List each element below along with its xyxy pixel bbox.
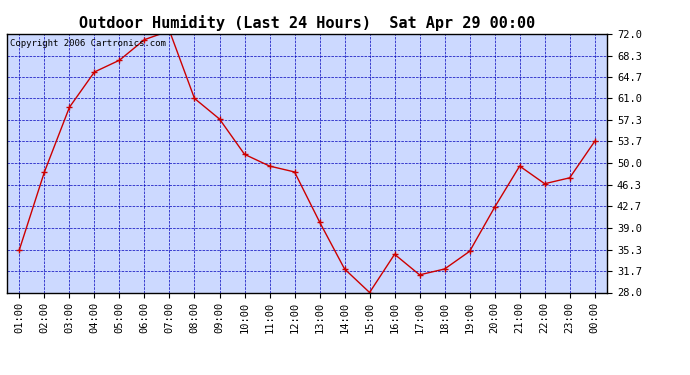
Text: Copyright 2006 Cartronics.com: Copyright 2006 Cartronics.com [10, 39, 166, 48]
Title: Outdoor Humidity (Last 24 Hours)  Sat Apr 29 00:00: Outdoor Humidity (Last 24 Hours) Sat Apr… [79, 15, 535, 31]
